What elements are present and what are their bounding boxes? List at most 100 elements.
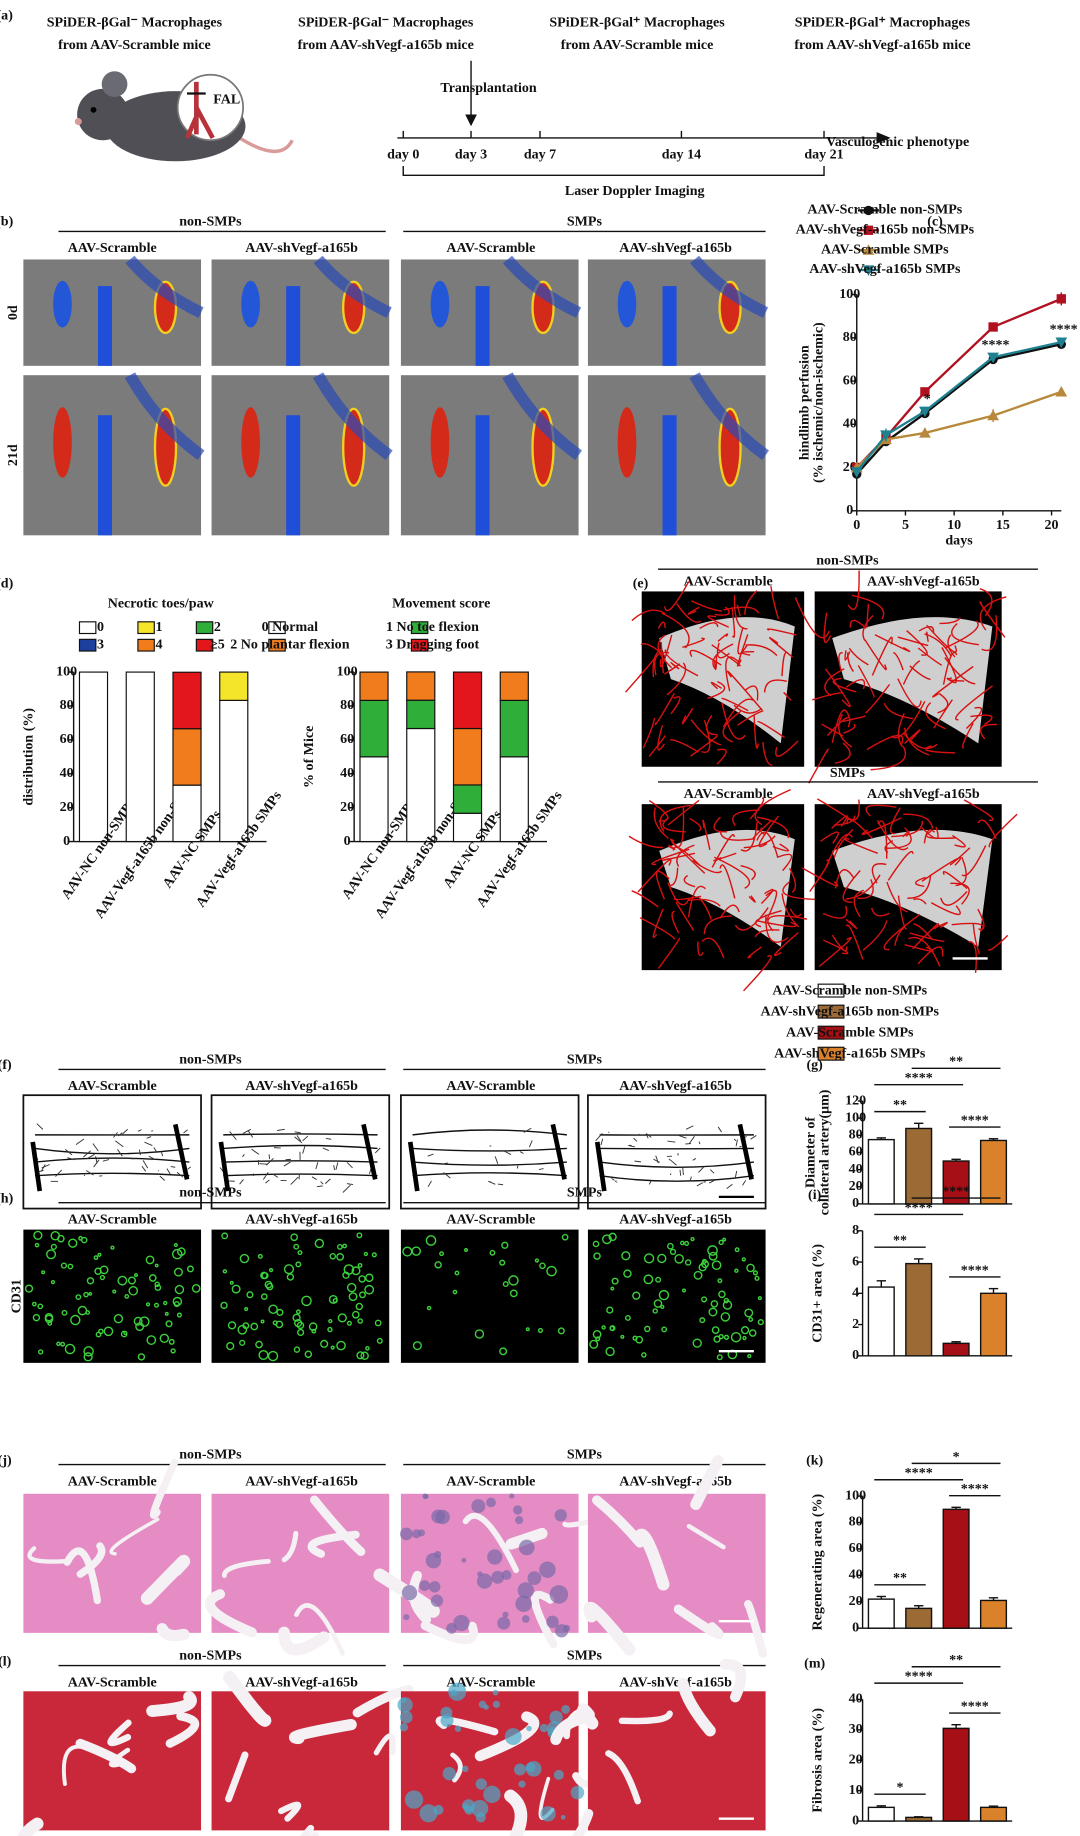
vessel — [681, 707, 694, 725]
vessel — [733, 595, 748, 630]
vessel — [918, 626, 935, 634]
vessel — [788, 867, 797, 893]
vessel — [897, 678, 922, 708]
vessel — [664, 581, 690, 612]
vessel — [223, 1160, 378, 1163]
capillary — [172, 1296, 183, 1307]
vessel — [734, 907, 769, 931]
capillary — [173, 1267, 183, 1277]
capillary — [699, 1317, 706, 1324]
capillary — [376, 1337, 383, 1344]
legend-label: AAV-Scramble SMPs — [786, 1025, 914, 1040]
capillary — [593, 1252, 601, 1260]
tail — [286, 286, 301, 366]
vessel — [631, 890, 659, 908]
vessel — [747, 946, 762, 959]
y-axis-label: distribution (%) — [21, 708, 36, 806]
tail — [97, 286, 113, 366]
capillary — [133, 1316, 143, 1326]
interstitium — [75, 1738, 137, 1774]
interstitium — [109, 1747, 131, 1768]
micrograph — [397, 1682, 613, 1836]
vessel — [870, 907, 890, 917]
capillary — [336, 1253, 345, 1261]
x-tick-label: 0 — [853, 518, 860, 533]
y-tick-label: 80 — [340, 698, 354, 713]
capillary — [60, 1341, 66, 1347]
capillary — [113, 1313, 124, 1324]
column-label: AAV-Scramble — [684, 574, 773, 589]
vessel — [272, 1173, 279, 1178]
legend-label: AAV-shVegf-a165b non-SMPs — [796, 222, 975, 237]
vessel — [322, 1147, 330, 1152]
capillary — [356, 1232, 363, 1239]
vessel — [847, 570, 860, 611]
annotation: * — [924, 392, 931, 407]
capillary — [44, 1314, 54, 1324]
vessel — [676, 603, 702, 623]
y-tick-label: 100 — [845, 1488, 866, 1503]
vessel — [926, 624, 957, 653]
vessel — [961, 845, 987, 877]
capillary — [632, 1291, 641, 1300]
capillary — [164, 1311, 169, 1316]
infiltrate — [546, 1615, 559, 1629]
capillary — [301, 1295, 312, 1307]
vessel — [904, 944, 934, 952]
vessel — [705, 714, 718, 736]
vessel — [757, 720, 785, 739]
infiltrate — [403, 1614, 410, 1621]
vessel — [925, 702, 946, 730]
column-label: AAV-Scramble — [684, 787, 773, 802]
tail — [475, 286, 490, 366]
capillary — [748, 1317, 754, 1322]
interstitium — [140, 1554, 191, 1605]
capillary — [611, 1277, 619, 1285]
capillary — [669, 1248, 677, 1256]
infiltrate — [454, 1725, 462, 1732]
vessel — [862, 614, 874, 641]
infiltrate — [446, 1623, 457, 1634]
vessel — [741, 651, 755, 656]
vessel — [698, 1141, 701, 1145]
vessel — [789, 908, 802, 917]
y-tick-label: 0 — [63, 834, 70, 849]
capillary — [757, 1319, 764, 1326]
capillary — [452, 1289, 458, 1295]
interstitium — [109, 1517, 160, 1556]
vessel — [710, 681, 722, 690]
vessel — [726, 1183, 733, 1189]
capillary — [658, 1289, 670, 1301]
legend-label: 2 No plantar flexion — [230, 637, 349, 652]
capillary — [260, 1271, 268, 1280]
vessel — [719, 864, 736, 899]
capillary — [359, 1291, 366, 1299]
bar-segment — [499, 671, 529, 701]
vessel — [979, 596, 1007, 631]
capillary — [595, 1336, 601, 1342]
capillary — [643, 1253, 655, 1264]
bar-segment — [406, 727, 436, 843]
panel-label: (j) — [0, 1453, 12, 1468]
vessel — [652, 648, 663, 678]
vessel — [118, 1132, 123, 1137]
capillary — [250, 1322, 259, 1331]
infiltrate — [422, 1493, 428, 1500]
y-tick-label: 100 — [839, 287, 860, 302]
vessel — [712, 643, 734, 671]
capillary — [176, 1312, 182, 1318]
vessel — [669, 1173, 672, 1176]
bar-segment — [359, 756, 389, 843]
heading: from AAV-shVegf-a165b mice — [298, 38, 474, 53]
vessel — [749, 797, 765, 820]
vessel — [692, 859, 723, 874]
vessel — [713, 856, 751, 889]
capillary — [145, 1255, 155, 1265]
bar-segment — [125, 671, 155, 843]
capillary — [314, 1238, 325, 1249]
capillary — [50, 1280, 56, 1285]
capillary — [348, 1292, 358, 1302]
capillary — [328, 1318, 333, 1324]
capillary — [128, 1285, 139, 1296]
vessel — [93, 1159, 100, 1168]
